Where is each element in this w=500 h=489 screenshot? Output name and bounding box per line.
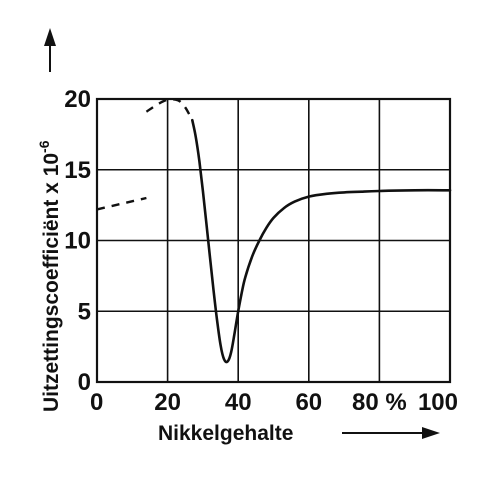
y-tick-label: 0 bbox=[78, 369, 91, 396]
y-axis-arrow-head bbox=[44, 28, 56, 46]
x-tick-label: 60 bbox=[295, 389, 322, 416]
y-tick-label: 20 bbox=[64, 86, 91, 113]
series-line-1 bbox=[145, 98, 194, 121]
series-group bbox=[96, 98, 452, 364]
y-tick-label: 10 bbox=[64, 228, 91, 255]
series-line-0 bbox=[96, 196, 147, 211]
grid bbox=[97, 99, 450, 382]
x-tick-label: 0 bbox=[90, 389, 103, 416]
x-tick-label: 100 bbox=[418, 389, 458, 416]
series-line-2 bbox=[191, 118, 452, 364]
y-axis-label: Uitzettingscoefficiënt x 10-6 bbox=[36, 140, 63, 412]
x-tick-label: 40 bbox=[225, 389, 252, 416]
x-axis-label: Nikkelgehalte bbox=[158, 422, 293, 445]
y-axis-label-text: Uitzettingscoefficiënt x 10 bbox=[40, 153, 63, 412]
x-tick-labels: 0 20 40 60 80 % 100 bbox=[90, 389, 458, 416]
y-axis-label-exponent: -6 bbox=[36, 140, 52, 153]
x-axis-arrow-head bbox=[422, 427, 440, 439]
x-tick-label: 80 % bbox=[352, 389, 407, 416]
y-tick-labels: 0 5 10 15 20 bbox=[64, 86, 91, 396]
x-tick-label: 20 bbox=[154, 389, 181, 416]
y-tick-label: 5 bbox=[78, 298, 91, 325]
y-tick-label: 15 bbox=[64, 157, 91, 184]
